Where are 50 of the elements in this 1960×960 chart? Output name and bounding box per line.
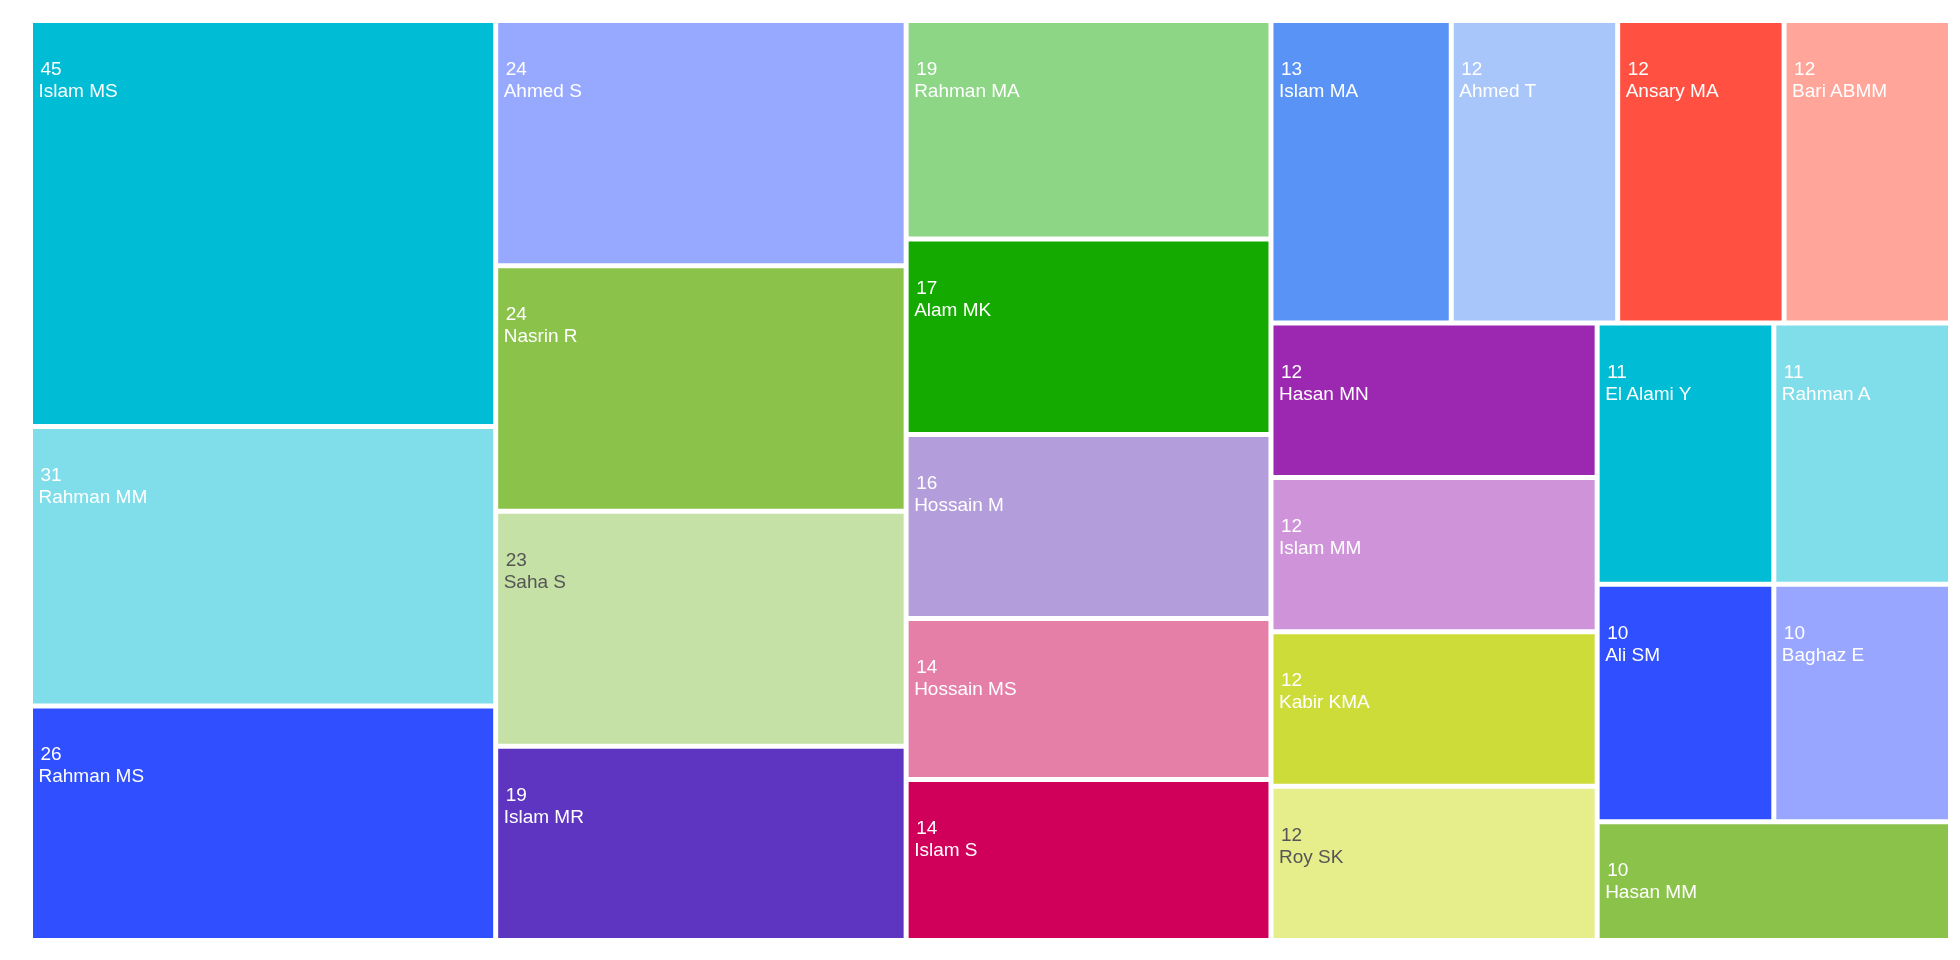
data-label: 19 <box>505 783 527 805</box>
data-label: 17 <box>916 276 938 298</box>
category-label: Islam MM <box>1278 536 1362 558</box>
data-label: 23 <box>505 548 527 570</box>
category-label: Hasan MN <box>1278 382 1369 404</box>
category-label: Kabir KMA <box>1278 691 1371 713</box>
category-label: Saha S <box>503 570 567 592</box>
category-label: Hasan MM <box>1605 881 1698 903</box>
category-label: Islam MR <box>503 805 584 827</box>
category-label: Hossain M <box>914 494 1004 515</box>
category-label: Islam MA <box>1278 80 1359 101</box>
data-label: 14 <box>916 817 938 838</box>
category-label: Hossain MS <box>914 678 1017 699</box>
data-label: 12 <box>1280 823 1303 845</box>
data-label: 11 <box>1607 360 1627 382</box>
category-label: Islam S <box>914 839 978 860</box>
category-label: Rahman MA <box>914 80 1021 101</box>
category-label: Islam MS <box>38 80 118 101</box>
data-label: 12 <box>1280 360 1303 382</box>
data-label: 45 <box>40 58 62 79</box>
data-label: 14 <box>916 656 938 677</box>
data-label: 12 <box>1461 58 1483 79</box>
data-label: 12 <box>1627 58 1649 79</box>
data-label: 16 <box>916 472 938 493</box>
category-label: Rahman A <box>1781 382 1871 404</box>
category-label: Baghaz E <box>1781 643 1865 665</box>
category-label: Bari ABMM <box>1792 80 1888 101</box>
data-label: 10 <box>1783 621 1805 643</box>
category-label: Ansary MA <box>1625 80 1719 101</box>
category-label: Roy SK <box>1278 845 1344 867</box>
data-label: 12 <box>1794 58 1816 79</box>
data-label: 12 <box>1280 514 1303 536</box>
category-label: Alam MK <box>914 298 992 320</box>
data-label: 19 <box>916 58 938 79</box>
data-label: 26 <box>40 743 62 765</box>
data-label: 24 <box>505 303 528 325</box>
category-label: Nasrin R <box>503 325 578 347</box>
data-label: 24 <box>505 58 528 79</box>
data-label: 10 <box>1607 621 1629 643</box>
category-label: El Alami Y <box>1605 382 1692 404</box>
category-label: Ali SM <box>1605 643 1661 665</box>
category-label: Ahmed S <box>503 80 582 101</box>
data-label: 13 <box>1280 58 1303 79</box>
category-label: Ahmed T <box>1459 80 1537 101</box>
data-label: 12 <box>1280 669 1303 691</box>
data-label: 10 <box>1607 859 1629 881</box>
data-label: 31 <box>40 463 62 485</box>
category-label: Rahman MS <box>38 765 145 787</box>
data-label: 11 <box>1783 360 1804 382</box>
category-label: Rahman MM <box>38 485 148 507</box>
